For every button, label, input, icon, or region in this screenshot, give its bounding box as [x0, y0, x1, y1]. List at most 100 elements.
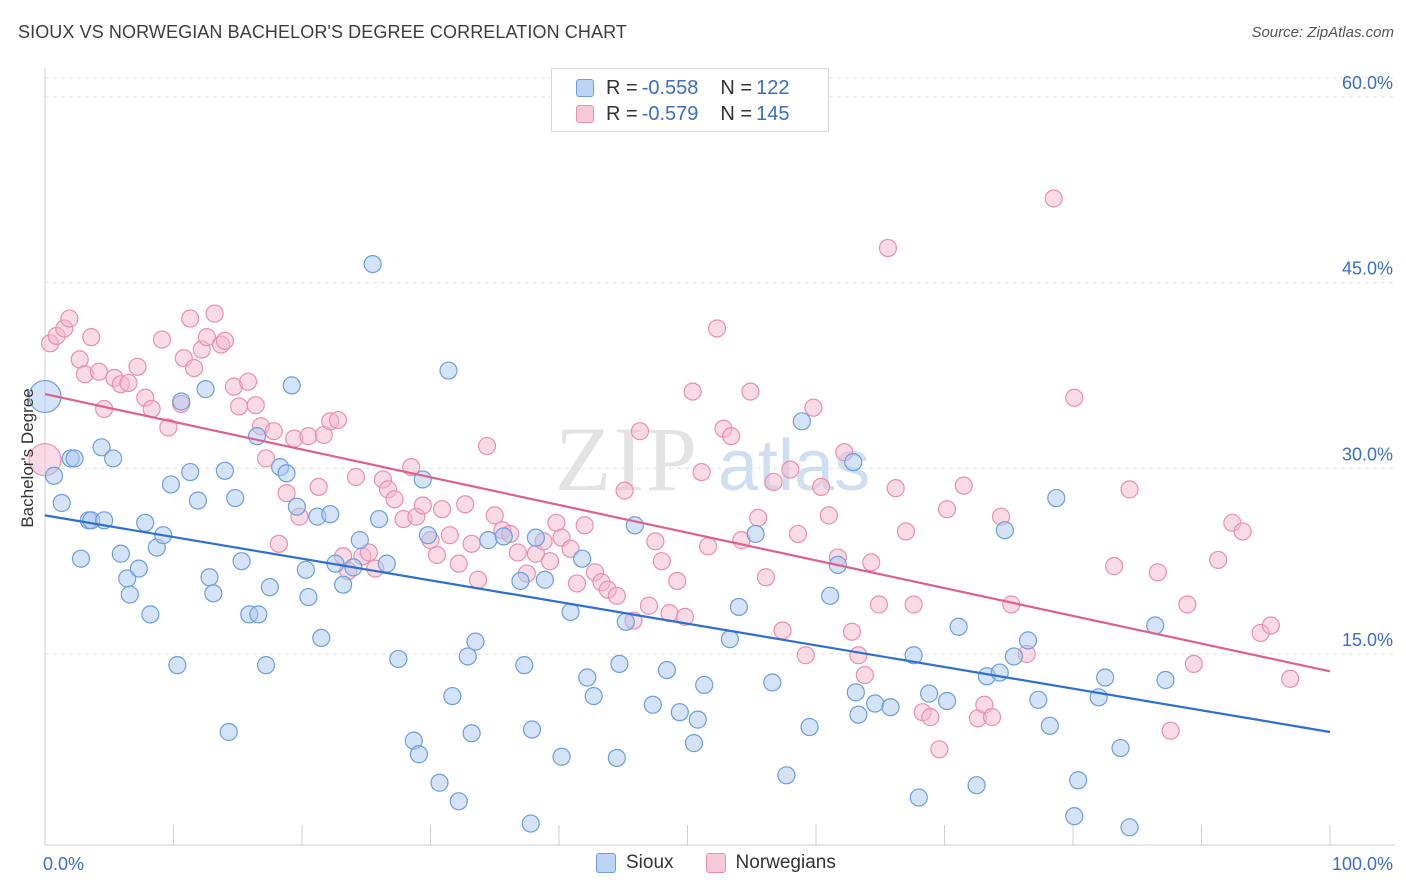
- norwegians-swatch: [705, 853, 726, 873]
- norwegians-point: [869, 595, 889, 614]
- norwegians-point: [462, 534, 481, 553]
- norwegians-point: [477, 436, 497, 456]
- norwegians-point: [954, 476, 973, 495]
- y-tick-label: 45.0%: [1342, 259, 1393, 279]
- series-legend: Sioux Norwegians: [596, 852, 868, 874]
- norwegians-point: [692, 462, 711, 482]
- sioux-point: [846, 683, 865, 702]
- legend-n-value: 122: [756, 76, 790, 99]
- norwegians-point: [796, 646, 815, 665]
- sioux-point: [1065, 807, 1084, 826]
- sioux-point: [350, 531, 369, 550]
- y-axis-label: Bachelor's Degree: [18, 388, 37, 528]
- legend-label-sioux: Sioux: [626, 852, 674, 873]
- sioux-point: [204, 584, 223, 603]
- norwegians-point: [668, 571, 687, 591]
- sioux-point: [1156, 670, 1175, 690]
- sioux-point: [377, 554, 396, 573]
- sioux-trend-line: [44, 514, 1331, 734]
- sioux-point: [172, 392, 191, 411]
- sioux-point: [909, 788, 928, 807]
- norwegians-point: [698, 537, 718, 556]
- sioux-point: [849, 705, 868, 724]
- norwegians-trend-line: [44, 392, 1331, 673]
- norwegians-point: [197, 328, 217, 347]
- norwegians-point: [385, 490, 404, 509]
- norwegians-point: [812, 477, 831, 496]
- norwegians-point: [540, 552, 560, 571]
- norwegians-point: [764, 472, 783, 492]
- norwegians-point: [878, 238, 898, 258]
- sioux-point: [1004, 647, 1023, 666]
- sioux-point: [657, 660, 677, 680]
- sioux-point: [321, 505, 340, 524]
- legend-r-label: R =: [606, 76, 638, 99]
- sioux-point: [919, 684, 939, 703]
- norwegians-point: [119, 373, 138, 393]
- correlation-legend: R = -0.558 N = 122 R = -0.579 N = 145: [551, 68, 829, 132]
- sioux-point: [670, 703, 689, 722]
- sioux-point: [479, 531, 498, 550]
- norwegians-point: [82, 328, 101, 347]
- sioux-point: [200, 568, 219, 587]
- sioux-point: [282, 376, 301, 395]
- norwegians-point: [904, 595, 923, 614]
- norwegians-point: [1120, 480, 1139, 499]
- sioux-point: [578, 668, 597, 687]
- y-tick-label: 15.0%: [1342, 630, 1393, 650]
- sioux-point: [821, 586, 840, 605]
- legend-n-label: N =: [720, 76, 753, 99]
- sioux-point: [643, 695, 662, 714]
- sioux-point: [44, 466, 64, 485]
- sioux-point: [1029, 690, 1048, 709]
- sioux-point: [1040, 716, 1059, 735]
- norwegians-point: [427, 545, 447, 565]
- sioux-point: [449, 792, 468, 811]
- norwegians-point: [299, 427, 318, 446]
- norwegians-point: [440, 526, 459, 545]
- sioux-point: [277, 464, 296, 483]
- sioux-point: [129, 559, 148, 578]
- sioux-point: [389, 649, 408, 669]
- norwegians-point: [707, 319, 727, 338]
- sioux-point: [1096, 668, 1115, 687]
- sioux-point: [430, 773, 449, 792]
- legend-n-label: N =: [720, 102, 753, 125]
- sioux-point: [695, 675, 714, 695]
- norwegians-point: [1209, 550, 1228, 570]
- norwegians-point: [567, 574, 587, 593]
- trend-lines: [44, 392, 1331, 734]
- norwegians-point: [575, 516, 594, 535]
- sioux-point: [584, 686, 603, 706]
- norwegians-point: [205, 304, 224, 323]
- norwegians-point: [781, 460, 800, 479]
- norwegians-point: [842, 622, 862, 641]
- sioux-point: [535, 570, 554, 589]
- sioux-point: [990, 663, 1009, 682]
- sioux-point: [260, 578, 279, 597]
- sioux-point: [188, 491, 208, 510]
- norwegians-point: [1261, 616, 1280, 635]
- y-tick-label: 60.0%: [1342, 73, 1393, 93]
- norwegians-point: [849, 646, 868, 665]
- legend-item-norwegians: Norwegians: [705, 852, 836, 874]
- sioux-point: [1120, 818, 1139, 837]
- norwegians-point: [277, 483, 296, 503]
- norwegians-point: [1178, 595, 1197, 614]
- norwegians-point: [1233, 522, 1252, 541]
- norwegians-point: [773, 621, 792, 640]
- norwegians-point: [1148, 563, 1167, 582]
- sioux-point: [249, 605, 268, 624]
- sioux-point: [610, 654, 629, 674]
- norwegians-point: [432, 500, 452, 519]
- norwegians-point: [229, 397, 249, 416]
- norwegians-point: [456, 495, 475, 514]
- sioux-point: [521, 814, 540, 833]
- sioux-point: [1111, 738, 1130, 758]
- norwegians-point: [675, 607, 695, 626]
- sioux-point: [1047, 488, 1066, 508]
- norwegians-point: [646, 532, 665, 551]
- sioux-point: [688, 710, 707, 729]
- sioux-point: [363, 255, 382, 274]
